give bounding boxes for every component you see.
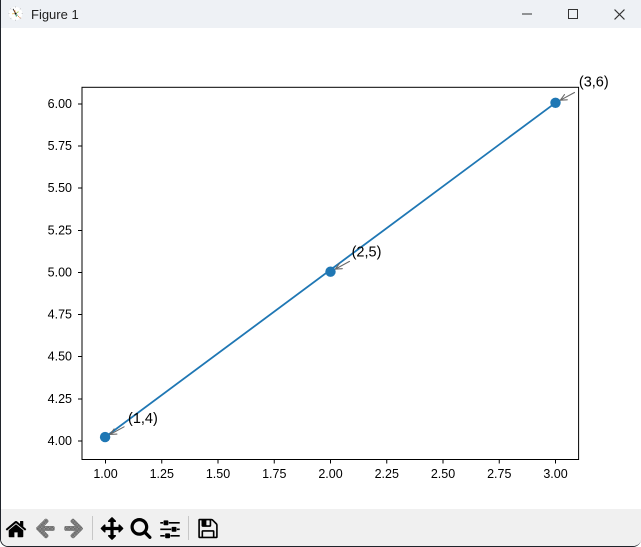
svg-text:5.00: 5.00: [48, 266, 72, 280]
svg-text:(1,4): (1,4): [128, 411, 158, 427]
svg-text:2.50: 2.50: [431, 467, 455, 481]
svg-text:2.75: 2.75: [487, 467, 511, 481]
svg-text:(2,5): (2,5): [352, 244, 382, 260]
svg-text:6.00: 6.00: [48, 97, 72, 111]
svg-text:(3,6): (3,6): [579, 74, 609, 90]
svg-text:1.25: 1.25: [150, 467, 174, 481]
svg-text:2.25: 2.25: [375, 467, 399, 481]
svg-text:1.75: 1.75: [262, 467, 286, 481]
svg-text:5.50: 5.50: [48, 181, 72, 195]
svg-text:2.00: 2.00: [318, 467, 342, 481]
svg-text:4.75: 4.75: [48, 308, 72, 322]
svg-text:4.50: 4.50: [48, 350, 72, 364]
svg-text:4.25: 4.25: [48, 392, 72, 406]
svg-text:4.00: 4.00: [48, 434, 72, 448]
svg-text:1.00: 1.00: [93, 467, 117, 481]
svg-text:5.75: 5.75: [48, 139, 72, 153]
svg-text:5.25: 5.25: [48, 224, 72, 238]
svg-text:3.00: 3.00: [543, 467, 567, 481]
svg-text:1.50: 1.50: [206, 467, 230, 481]
